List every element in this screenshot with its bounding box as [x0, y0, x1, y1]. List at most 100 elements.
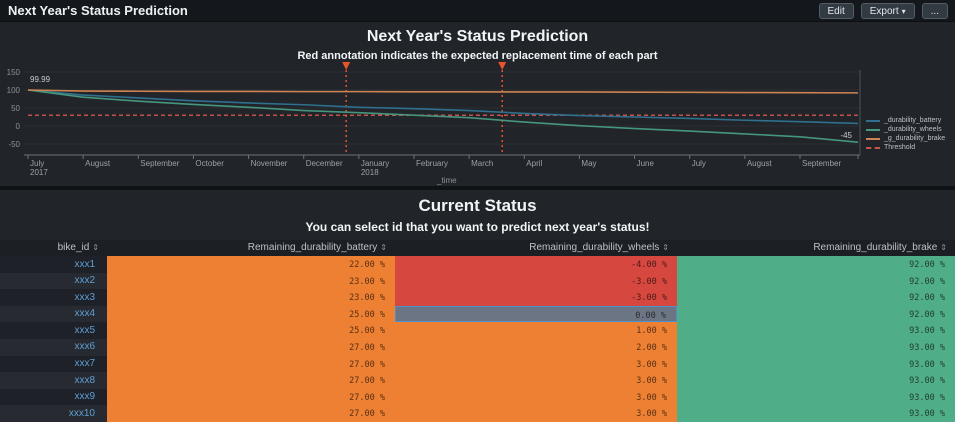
export-button[interactable]: Export ▾: [860, 2, 915, 19]
battery-value-cell[interactable]: 27.00 %: [107, 405, 395, 422]
x-axis-month-label: September: [140, 159, 179, 168]
battery-value-cell[interactable]: 27.00 %: [107, 338, 395, 356]
current-status-subtitle: You can select id that you want to predi…: [305, 220, 650, 234]
wheels-value-cell[interactable]: 3.00 %: [395, 372, 677, 389]
x-axis-title: _time: [436, 176, 457, 185]
chart-legend: _durability_battery _durability_wheels _g_…: [866, 117, 945, 153]
legend-item[interactable]: _durability_battery: [866, 117, 945, 124]
wheels-value-cell[interactable]: 3.00 %: [395, 388, 677, 406]
x-axis-month-label: August: [747, 159, 773, 168]
wheels-value-cell[interactable]: -3.00 %: [395, 289, 677, 306]
brake-value-cell[interactable]: 93.00 %: [677, 388, 955, 406]
bike-id-link[interactable]: xxx1: [0, 256, 107, 273]
legend-item[interactable]: _g_durability_brake: [866, 135, 945, 142]
battery-value-cell[interactable]: 23.00 %: [107, 272, 395, 290]
y-axis-tick-label: 100: [7, 86, 21, 95]
wheels-value-cell[interactable]: 3.00 %: [395, 405, 677, 422]
x-axis-month-label: November: [251, 159, 288, 168]
wheels-value-cell[interactable]: -4.00 %: [395, 256, 677, 273]
series-line-_durability_wheels: [27, 89, 859, 143]
brake-value-cell[interactable]: 93.00 %: [677, 355, 955, 373]
battery-value-cell[interactable]: 27.00 %: [107, 355, 395, 373]
wheels-value-cell[interactable]: 3.00 %: [395, 355, 677, 373]
bike-id-link[interactable]: xxx3: [0, 289, 107, 306]
x-axis-month-label: July: [30, 159, 44, 168]
brake-value-cell[interactable]: 93.00 %: [677, 372, 955, 389]
wheels-value-cell[interactable]: 2.00 %: [395, 338, 677, 356]
column-header-label: Remaining_durability_battery: [247, 242, 378, 253]
wheels-value-cell[interactable]: 0.00 %: [395, 305, 677, 323]
y-axis-tick-label: 0: [16, 122, 21, 131]
column-header-label: bike_id: [57, 242, 90, 253]
x-axis-month-label: March: [471, 159, 493, 168]
table-row: xxx6 27.00 % 2.00 % 93.00 %: [0, 338, 955, 356]
x-axis-year-label: 2018: [361, 168, 379, 177]
panel-divider: [0, 186, 955, 190]
x-axis-year-label: 2017: [30, 168, 48, 177]
battery-value-cell[interactable]: 25.00 %: [107, 322, 395, 339]
x-axis-month-label: December: [306, 159, 343, 168]
x-axis-month-label: May: [581, 159, 596, 168]
table-row: xxx7 27.00 % 3.00 % 93.00 %: [0, 355, 955, 373]
table-row: xxx8 27.00 % 3.00 % 93.00 %: [0, 372, 955, 389]
y-axis-tick-label: 150: [7, 68, 21, 77]
edit-button[interactable]: Edit: [818, 2, 854, 19]
x-axis-month-label: August: [85, 159, 111, 168]
brake-value-cell[interactable]: 93.00 %: [677, 338, 955, 356]
table-row: xxx1 22.00 % -4.00 % 92.00 %: [0, 256, 955, 273]
sort-icon: ⇕: [662, 243, 669, 252]
brake-value-cell[interactable]: 93.00 %: [677, 405, 955, 422]
bike-id-link[interactable]: xxx6: [0, 338, 107, 356]
bike-id-link[interactable]: xxx10: [0, 405, 107, 422]
column-header-remaining_durability_wheels[interactable]: Remaining_durability_wheels ⇕: [395, 240, 677, 256]
sort-icon: ⇕: [380, 243, 387, 252]
chevron-down-icon: ▾: [901, 6, 906, 16]
legend-item[interactable]: Threshold: [866, 144, 945, 151]
brake-value-cell[interactable]: 92.00 %: [677, 256, 955, 273]
legend-swatch-icon: [866, 146, 880, 149]
wheels-value-cell[interactable]: -3.00 %: [395, 272, 677, 290]
table-row: xxx4 25.00 % 0.00 % 92.00 %: [0, 305, 955, 323]
column-header-remaining_durability_battery[interactable]: Remaining_durability_battery ⇕: [107, 240, 395, 256]
brake-value-cell[interactable]: 92.00 %: [677, 305, 955, 323]
bike-id-link[interactable]: xxx2: [0, 272, 107, 290]
legend-label: _g_durability_brake: [884, 135, 946, 142]
table-row: xxx9 27.00 % 3.00 % 93.00 %: [0, 388, 955, 406]
series-line-_g_durability_brake: [27, 89, 859, 94]
legend-swatch-icon: [866, 128, 880, 131]
prediction-panel-title: Next Year's Status Prediction: [366, 28, 589, 45]
prediction-panel-subtitle: Red annotation indicates the expected re…: [297, 50, 658, 62]
brake-value-cell[interactable]: 93.00 %: [677, 322, 955, 339]
column-header-label: Remaining_durability_brake: [813, 242, 938, 253]
data-point-label: 99.99: [30, 75, 51, 84]
bike-id-link[interactable]: xxx9: [0, 388, 107, 406]
more-options-button[interactable]: ...: [921, 2, 948, 19]
battery-value-cell[interactable]: 23.00 %: [107, 289, 395, 306]
bike-id-link[interactable]: xxx7: [0, 355, 107, 373]
legend-item[interactable]: _durability_wheels: [866, 126, 945, 133]
battery-value-cell[interactable]: 27.00 %: [107, 388, 395, 406]
legend-label: Threshold: [884, 144, 916, 151]
column-header-label: Remaining_durability_wheels: [529, 242, 660, 253]
table-row: xxx5 25.00 % 1.00 % 93.00 %: [0, 322, 955, 339]
annotation-marker-icon: [498, 62, 507, 70]
table-header-row: bike_id ⇕ Remaining_durability_battery ⇕ Rem…: [0, 240, 955, 256]
sort-icon: ⇕: [92, 243, 99, 252]
bike-id-link[interactable]: xxx8: [0, 372, 107, 389]
bike-id-link[interactable]: xxx4: [0, 305, 107, 323]
prediction-panel: [0, 22, 955, 186]
bike-id-link[interactable]: xxx5: [0, 322, 107, 339]
column-header-bike_id[interactable]: bike_id ⇕: [0, 240, 107, 256]
x-axis-month-label: October: [195, 159, 224, 168]
battery-value-cell[interactable]: 25.00 %: [107, 305, 395, 323]
status-table: bike_id ⇕ Remaining_durability_battery ⇕ Rem…: [0, 240, 955, 422]
wheels-value-cell[interactable]: 1.00 %: [395, 322, 677, 339]
table-row: xxx10 27.00 % 3.00 % 93.00 %: [0, 405, 955, 422]
brake-value-cell[interactable]: 92.00 %: [677, 272, 955, 290]
battery-value-cell[interactable]: 27.00 %: [107, 372, 395, 389]
brake-value-cell[interactable]: 92.00 %: [677, 289, 955, 306]
battery-value-cell[interactable]: 22.00 %: [107, 256, 395, 273]
x-axis-month-label: September: [802, 159, 841, 168]
column-header-remaining_durability_brake[interactable]: Remaining_durability_brake ⇕: [677, 240, 955, 256]
